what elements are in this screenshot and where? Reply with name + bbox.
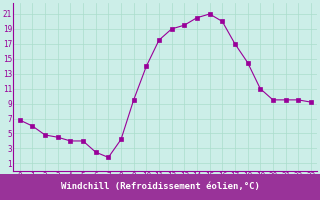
Text: Windchill (Refroidissement éolien,°C): Windchill (Refroidissement éolien,°C) [60,182,260,192]
